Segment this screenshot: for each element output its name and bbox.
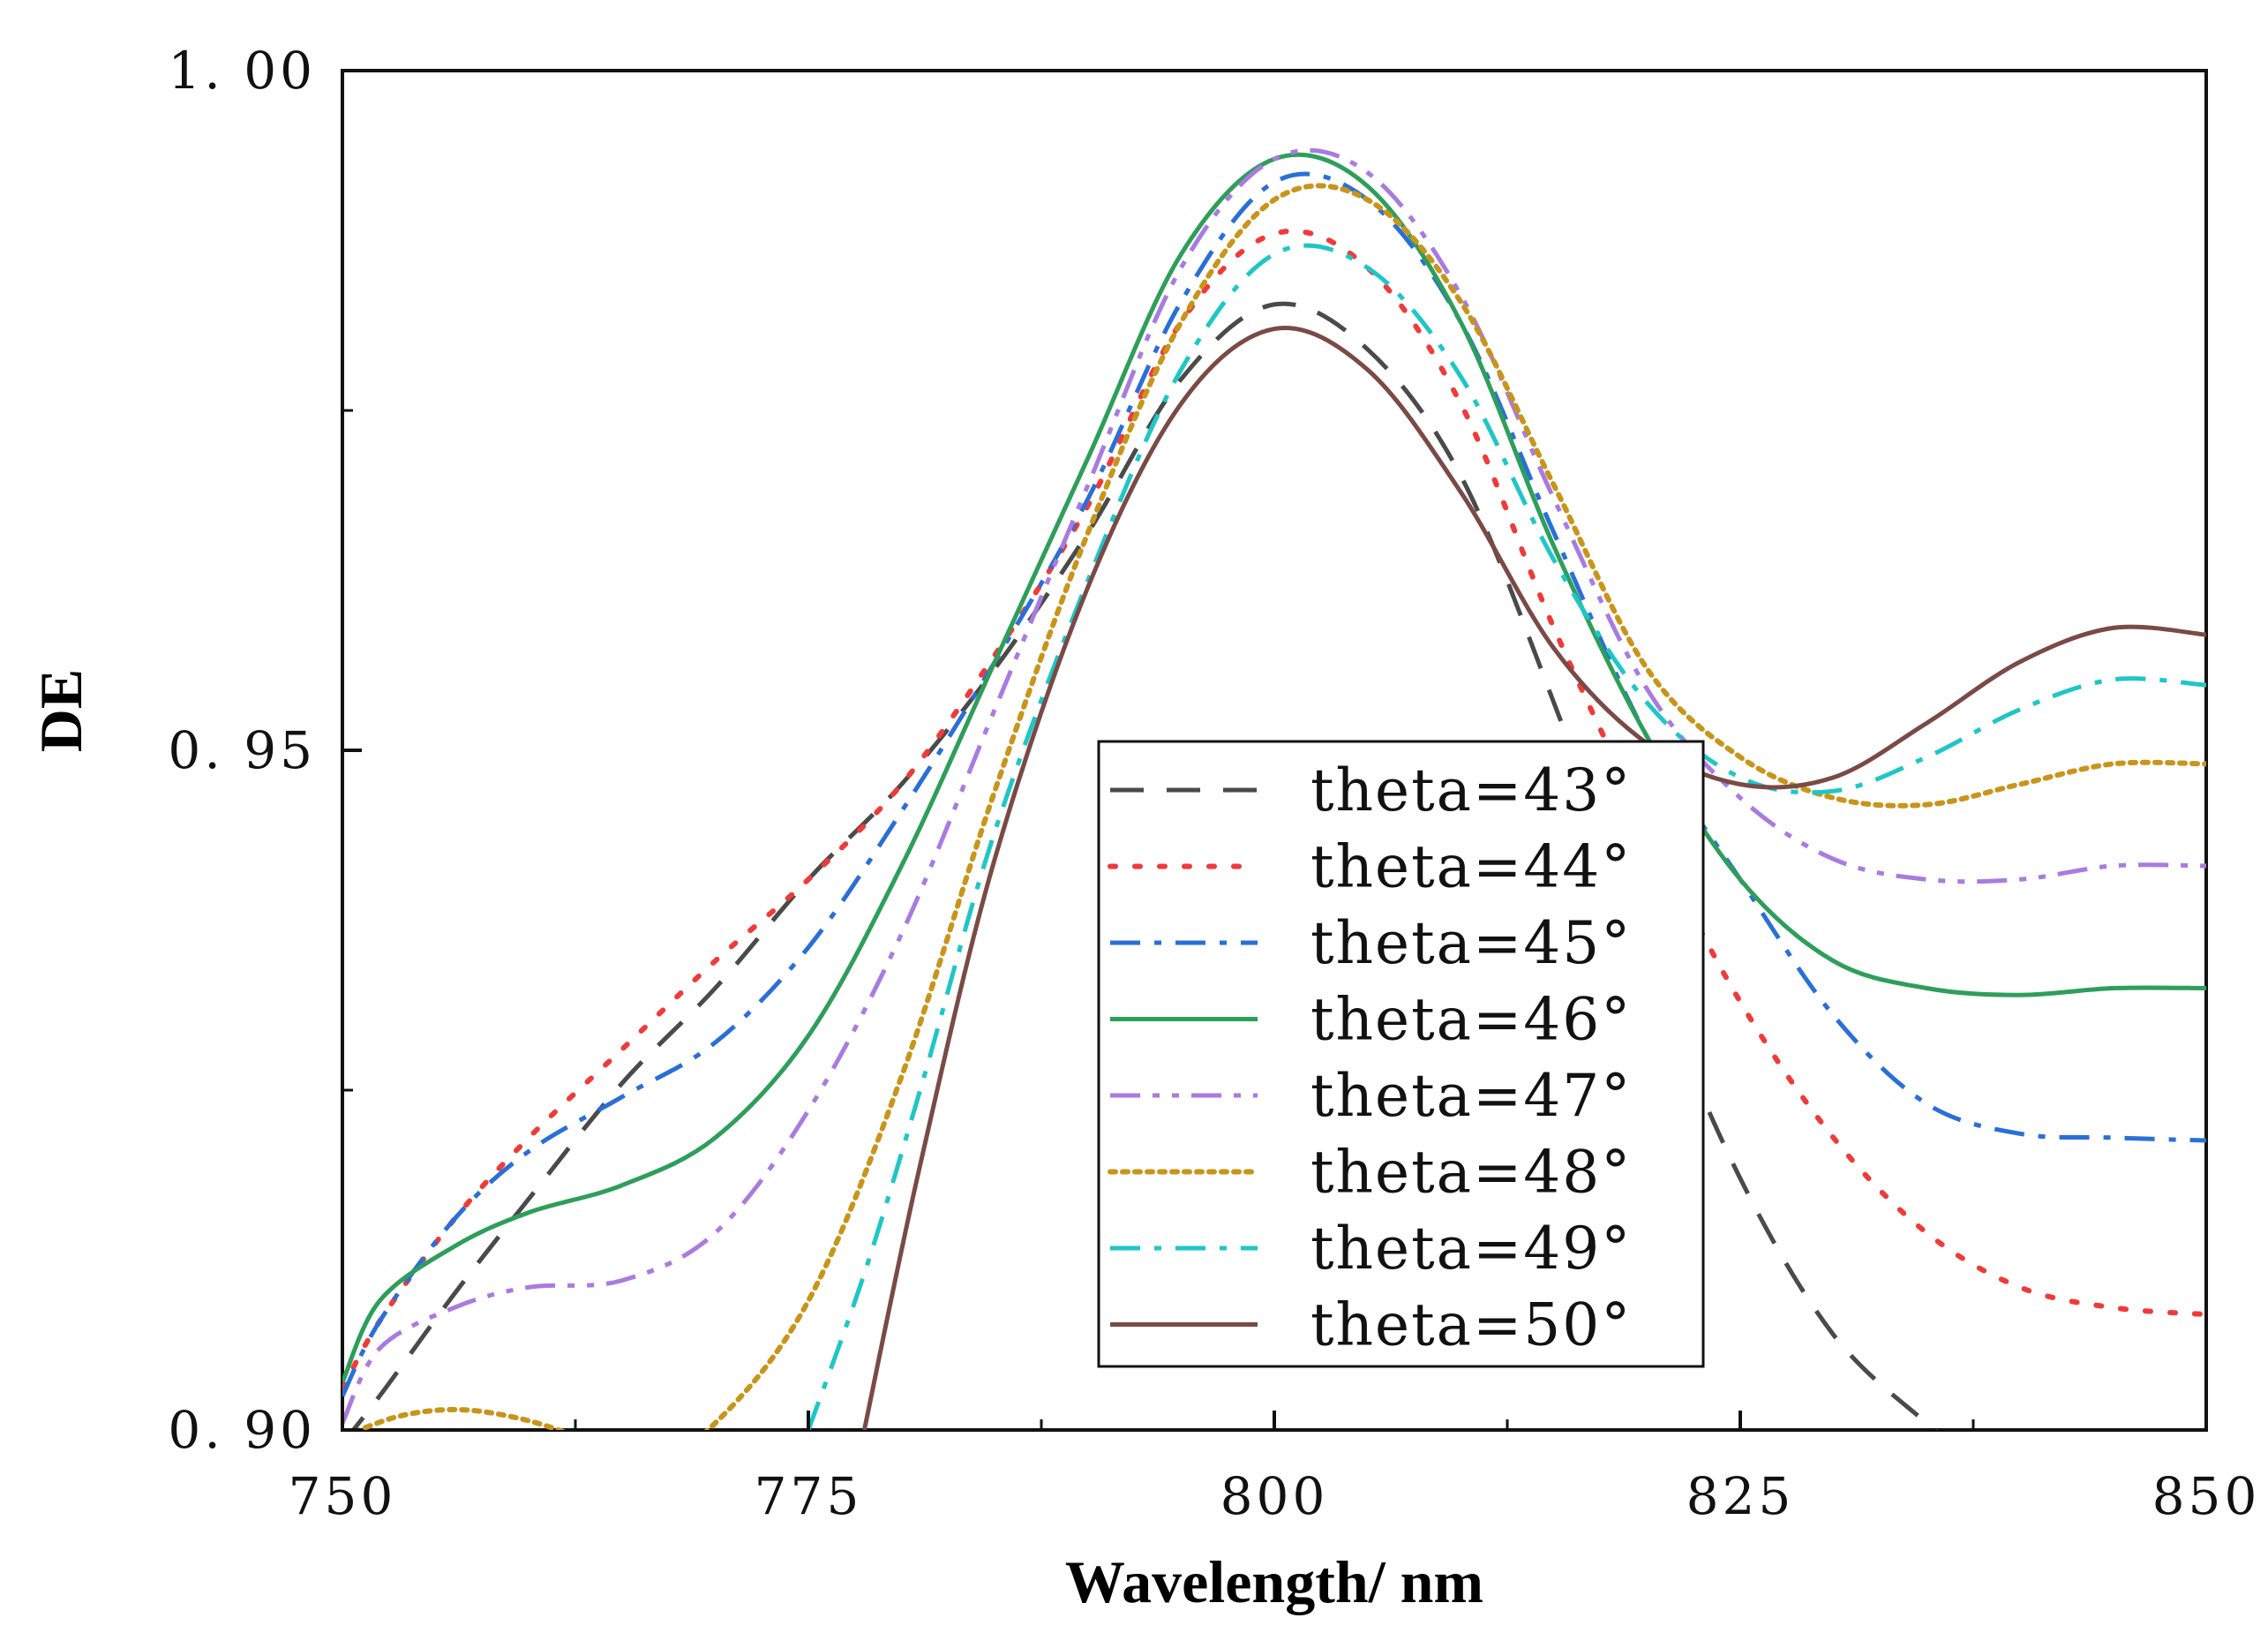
series-line-5 <box>342 147 2206 1425</box>
x-tick-label: 850 <box>2152 1466 2261 1526</box>
x-tick-label: 825 <box>1686 1466 1795 1526</box>
legend-label-3: theta=45° <box>1310 909 1632 977</box>
legend-label-2: theta=44° <box>1310 833 1632 901</box>
x-tick-label: 800 <box>1220 1466 1329 1526</box>
series-layer <box>342 147 2206 1430</box>
series-line-4 <box>342 152 2206 1384</box>
tick-layer: 750 775 800 825 850 0. 90 0. 95 1. 00 <box>168 41 2261 1526</box>
legend-label-7: theta=49° <box>1310 1215 1632 1283</box>
y-tick-label: 1. 00 <box>168 41 316 101</box>
series-line-2 <box>342 228 2206 1392</box>
legend: theta=43° theta=44° theta=45° theta=46° thet… <box>1097 740 1705 1368</box>
y-tick-label: 0. 90 <box>168 1400 316 1460</box>
y-tick-label: 0. 95 <box>168 720 316 780</box>
series-line-6 <box>352 183 2206 1430</box>
x-axis-title: Wavelength/ nm <box>1065 1548 1483 1615</box>
series-line-3 <box>342 171 2206 1397</box>
legend-box <box>1097 740 1705 1368</box>
series-line-1 <box>350 301 1938 1430</box>
legend-label-5: theta=47° <box>1310 1062 1632 1130</box>
legend-label-1: theta=43° <box>1310 756 1632 824</box>
x-tick-label: 775 <box>755 1466 863 1526</box>
legend-label-6: theta=48° <box>1310 1139 1632 1207</box>
legend-label-4: theta=46° <box>1310 986 1632 1054</box>
x-tick-label: 750 <box>289 1466 397 1526</box>
y-axis-title: DE <box>27 669 94 752</box>
series-line-8 <box>861 326 2206 1430</box>
legend-label-8: theta=50° <box>1310 1291 1632 1359</box>
series-line-7 <box>806 243 2206 1430</box>
